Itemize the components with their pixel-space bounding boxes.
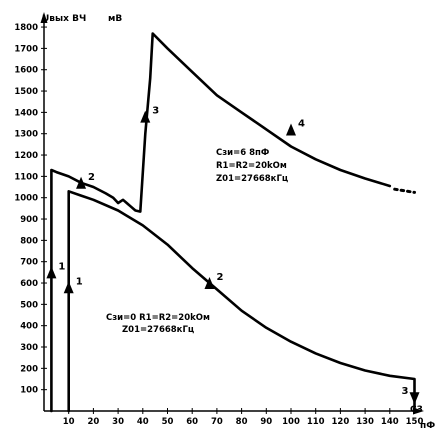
- y-tick-label: 300: [20, 343, 38, 353]
- x-axis-title: C3 пФ: [410, 405, 435, 431]
- x-axis-unit: пФ: [420, 421, 435, 431]
- y-tick-label: 1400: [14, 108, 38, 118]
- y-tick-label: 800: [20, 236, 38, 246]
- series-2-marker-arrow: [63, 281, 74, 294]
- x-tick-label: 90: [260, 417, 272, 427]
- annotation-lower-line-1: Cзи=0 R1=R2=20kОм: [106, 313, 210, 323]
- series-layer: 1 2 3 4 1 2 3: [46, 32, 420, 413]
- annotation-lower-line-2: Z01=27668кГц: [122, 325, 194, 335]
- x-tick-label: 40: [137, 417, 149, 427]
- y-tick-label: 1300: [14, 130, 38, 140]
- y-tick-label: 1800: [14, 23, 38, 33]
- y-tick-label: 400: [20, 322, 38, 332]
- x-tick-label: 140: [381, 417, 399, 427]
- series-1-marker-label: 3: [152, 106, 159, 117]
- y-tick-label: 500: [20, 300, 38, 310]
- annotation-upper: Cзи=6 8пФ R1=R2=20kОм Z01=27668кГц: [216, 148, 288, 184]
- series-2-marker-label: 2: [216, 272, 223, 283]
- series-1-marker-arrow: [140, 110, 151, 123]
- series-1-marker-label: 2: [88, 172, 95, 183]
- annotation-upper-line-3: Z01=27668кГц: [216, 174, 288, 184]
- series-1-continuation: [393, 187, 416, 194]
- y-tick-label: 100: [20, 386, 38, 396]
- x-tick-label: 50: [162, 417, 174, 427]
- x-tick-label: 100: [282, 417, 300, 427]
- series-2-marker-label: 3: [402, 386, 409, 397]
- series-1-marker-label: 4: [298, 118, 305, 129]
- series-1-marker-arrow: [286, 123, 296, 136]
- series-2: 1 2 3: [63, 190, 420, 413]
- x-tick-label: 110: [307, 417, 325, 427]
- series-1-marker-arrow: [76, 176, 87, 189]
- series-1-marker-label: 1: [58, 261, 65, 272]
- x-tick-label: 80: [236, 417, 248, 427]
- x-tick-label: 60: [186, 417, 198, 427]
- y-tick-label: 1700: [14, 44, 38, 54]
- series-2-marker-label: 1: [76, 276, 83, 287]
- x-tick-label: 10: [63, 417, 75, 427]
- y-tick-label: 700: [20, 258, 38, 268]
- y-tick-label: 1500: [14, 87, 38, 97]
- series-2-marker-arrow: [204, 277, 215, 290]
- x-tick-label: 20: [87, 417, 99, 427]
- y-axis-unit: мВ: [108, 14, 122, 24]
- annotation-lower: Cзи=0 R1=R2=20kОм Z01=27668кГц: [106, 313, 210, 335]
- series-1-marker-arrow: [46, 266, 57, 279]
- x-tick-label: 150: [406, 417, 424, 427]
- y-tick-label: 200: [20, 364, 38, 374]
- y-tick-label: 900: [20, 215, 38, 225]
- series-2-marker-arrow: [409, 392, 420, 405]
- series-1: 1 2 3 4: [46, 32, 416, 413]
- annotation-upper-line-2: R1=R2=20kОм: [216, 161, 287, 171]
- y-tick-label: 1600: [14, 66, 38, 76]
- y-axis-label: Uвых ВЧ: [42, 14, 86, 24]
- x-axis-label: C3: [410, 405, 423, 415]
- y-tick-label: 600: [20, 279, 38, 289]
- series-1-line: [50, 32, 392, 413]
- x-tick-label: 70: [211, 417, 223, 427]
- annotation-upper-line-1: Cзи=6 8пФ: [216, 148, 269, 158]
- y-axis-arrowhead: [40, 12, 48, 23]
- x-tick-label: 30: [112, 417, 124, 427]
- axes: [40, 12, 424, 415]
- series-2-line: [67, 190, 416, 413]
- y-tick-label: 1200: [14, 151, 38, 161]
- y-ticks: 100 200 300 400 500 600 700 800 900 1000 1100 1200 1…: [14, 23, 47, 396]
- x-tick-label: 120: [332, 417, 350, 427]
- x-ticks: 10 20 30 40 50 60 70 80 90 100 110 120 130 140 150: [63, 408, 424, 427]
- y-tick-label: 1100: [14, 172, 38, 182]
- x-tick-label: 130: [356, 417, 374, 427]
- y-axis-title: Uвых ВЧ мВ: [42, 14, 122, 24]
- y-tick-label: 1000: [14, 194, 38, 204]
